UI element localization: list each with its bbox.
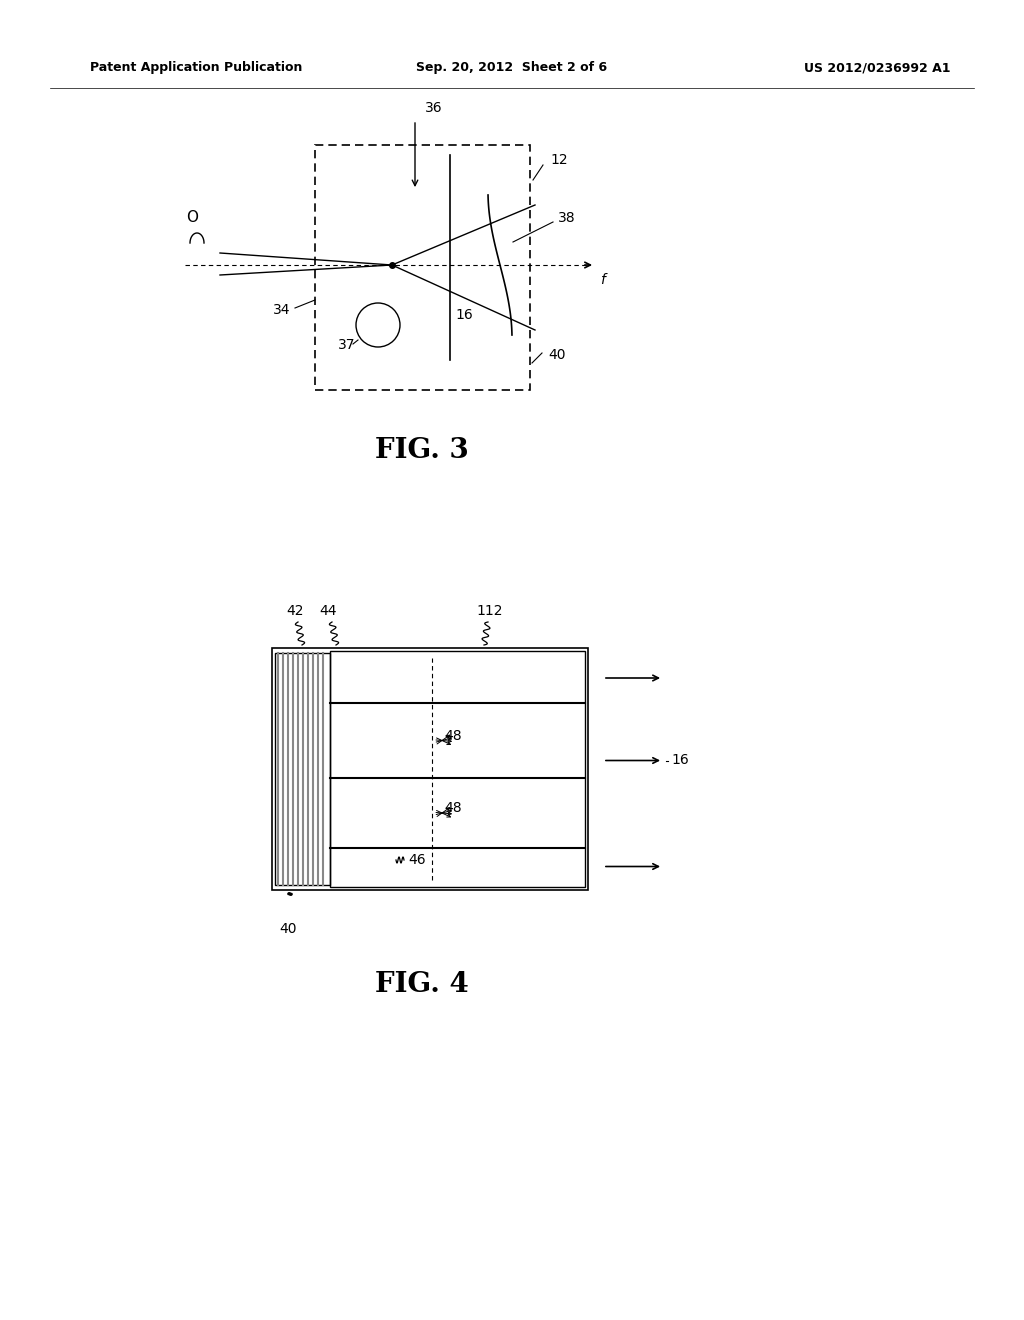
Text: 46: 46 [408, 853, 426, 867]
Text: f: f [600, 273, 605, 286]
Bar [275, 653, 330, 884]
Text: O: O [186, 210, 198, 226]
Text: 16: 16 [671, 754, 689, 767]
Text: 40: 40 [280, 921, 297, 936]
Text: 48: 48 [444, 729, 462, 742]
Text: 40: 40 [548, 348, 565, 362]
Text: 42: 42 [287, 605, 304, 618]
Text: Sep. 20, 2012  Sheet 2 of 6: Sep. 20, 2012 Sheet 2 of 6 [417, 62, 607, 74]
Text: FIG. 3: FIG. 3 [375, 437, 469, 463]
Text: US 2012/0236992 A1: US 2012/0236992 A1 [804, 62, 950, 74]
Text: 48: 48 [444, 801, 462, 814]
Text: 38: 38 [558, 211, 575, 224]
Text: 12: 12 [550, 153, 567, 168]
Bar [315, 145, 530, 389]
Text: 44: 44 [319, 605, 337, 618]
Text: 37: 37 [338, 338, 355, 352]
Text: 16: 16 [455, 308, 473, 322]
Text: FIG. 4: FIG. 4 [375, 972, 469, 998]
Text: 112: 112 [477, 605, 503, 618]
Bar [272, 648, 588, 890]
Bar [330, 651, 585, 887]
Text: 36: 36 [425, 102, 442, 115]
Text: 34: 34 [272, 304, 290, 317]
Text: Patent Application Publication: Patent Application Publication [90, 62, 302, 74]
